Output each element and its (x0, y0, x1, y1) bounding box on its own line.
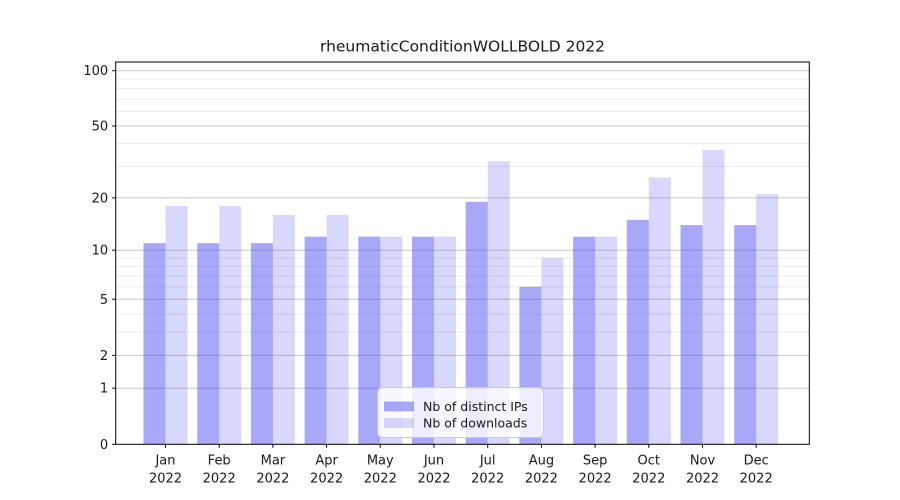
bar-downloads-dec (756, 194, 779, 445)
bar-distinct-ips-feb (197, 243, 220, 445)
y-tick-label: 10 (92, 244, 109, 259)
legend-label: Nb of distinct IPs (423, 399, 528, 414)
x-tick-label-month: Oct (638, 454, 660, 469)
x-tick-label-year: 2022 (525, 472, 558, 487)
y-tick-label: 100 (83, 64, 108, 79)
x-axis: Jan 2022 Feb 2022 Mar 2022 Apr 2022 May 2022 Jun 20… (149, 444, 773, 487)
bar-distinct-ips-may (358, 236, 381, 445)
y-tick-label: 5 (100, 293, 108, 308)
x-tick-label-month: Dec (744, 454, 769, 469)
bar-downloads-feb (219, 205, 242, 445)
x-tick-label-year: 2022 (203, 472, 236, 487)
bar-downloads-oct (648, 177, 671, 445)
x-tick-label-year: 2022 (364, 472, 397, 487)
bar-distinct-ips-apr (304, 236, 327, 445)
x-tick-label-month: Aug (529, 454, 554, 469)
bar-downloads-aug (541, 257, 564, 445)
x-tick-label-month: May (367, 454, 394, 469)
legend-swatch-downloads (384, 418, 414, 428)
legend-swatch-distinct-ips (384, 401, 414, 412)
legend: Nb of distinct IPs Nb of downloads (377, 387, 544, 438)
y-tick-label: 20 (92, 191, 109, 206)
bar-downloads-jul (487, 161, 510, 445)
plot-frame (115, 61, 810, 445)
x-tick-label-month: Apr (315, 454, 338, 469)
x-tick-label-year: 2022 (686, 472, 719, 487)
bar-downloads-apr (326, 214, 349, 445)
y-tick-label: 0 (100, 438, 108, 453)
bar-downloads-sep (595, 236, 618, 445)
bar-distinct-ips-sep (573, 236, 596, 445)
y-tick-label: 1 (100, 382, 108, 397)
bar-downloads-mar (272, 214, 295, 445)
bar-distinct-ips-oct (626, 219, 649, 445)
y-tick-label: 2 (100, 349, 108, 364)
x-tick-label-month: Jun (423, 454, 444, 469)
x-tick-label-month: Mar (261, 454, 286, 469)
legend-label: Nb of downloads (423, 416, 527, 431)
x-tick-label-year: 2022 (256, 472, 289, 487)
x-tick-label-year: 2022 (149, 472, 182, 487)
x-tick-label-month: Sep (583, 454, 608, 469)
x-tick-label-year: 2022 (310, 472, 343, 487)
x-tick-label-month: Feb (208, 454, 231, 469)
bar-downloads-nov (702, 149, 725, 445)
x-tick-label-month: Jan (154, 454, 175, 469)
bar-distinct-ips-mar (250, 243, 273, 445)
bar-distinct-ips-dec (734, 225, 757, 445)
legend-box (377, 387, 544, 438)
x-tick-label-year: 2022 (471, 472, 504, 487)
chart-title: rheumaticConditionWOLLBOLD 2022 (320, 38, 605, 56)
y-tick-label: 50 (92, 120, 109, 135)
bar-downloads-jan (165, 205, 188, 445)
x-tick-label-month: Nov (690, 454, 716, 469)
x-tick-label-year: 2022 (740, 472, 773, 487)
x-tick-label-year: 2022 (579, 472, 612, 487)
y-axis: 0 1 2 5 10 20 50 100 (83, 64, 116, 453)
bar-distinct-ips-jul (465, 201, 488, 445)
bar-distinct-ips-nov (680, 225, 703, 445)
x-tick-label-month: Jul (479, 454, 496, 469)
x-tick-label-year: 2022 (632, 472, 665, 487)
bar-distinct-ips-jan (143, 243, 166, 445)
x-tick-label-year: 2022 (417, 472, 450, 487)
